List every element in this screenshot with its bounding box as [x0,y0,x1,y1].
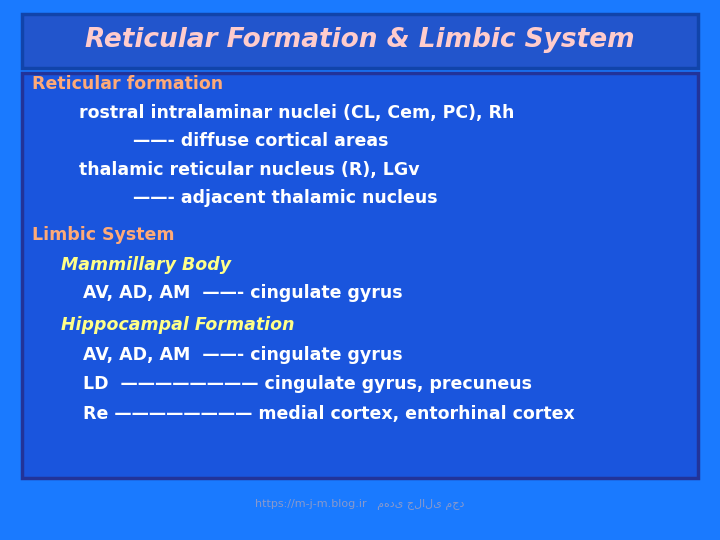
FancyBboxPatch shape [22,14,698,68]
FancyBboxPatch shape [22,73,698,478]
Text: AV, AD, AM  ——- cingulate gyrus: AV, AD, AM ——- cingulate gyrus [83,284,402,302]
Text: Mammillary Body: Mammillary Body [61,255,231,274]
Text: ——- diffuse cortical areas: ——- diffuse cortical areas [133,132,389,151]
Text: LD  ———————— cingulate gyrus, precuneus: LD ———————— cingulate gyrus, precuneus [83,375,532,394]
Text: Reticular formation: Reticular formation [32,75,223,93]
Text: thalamic reticular nucleus (R), LGv: thalamic reticular nucleus (R), LGv [79,160,420,179]
Text: Re ———————— medial cortex, entorhinal cortex: Re ———————— medial cortex, entorhinal co… [83,405,575,423]
Text: rostral intralaminar nuclei (CL, Cem, PC), Rh: rostral intralaminar nuclei (CL, Cem, PC… [79,104,515,123]
Text: AV, AD, AM  ——- cingulate gyrus: AV, AD, AM ——- cingulate gyrus [83,346,402,364]
Text: Reticular Formation & Limbic System: Reticular Formation & Limbic System [85,27,635,53]
Text: Hippocampal Formation: Hippocampal Formation [61,316,294,334]
Text: ——- adjacent thalamic nucleus: ——- adjacent thalamic nucleus [133,188,438,207]
Text: Limbic System: Limbic System [32,226,175,244]
Text: https://m-j-m.blog.ir   مهدی جلالی مجد: https://m-j-m.blog.ir مهدی جلالی مجد [256,500,464,510]
